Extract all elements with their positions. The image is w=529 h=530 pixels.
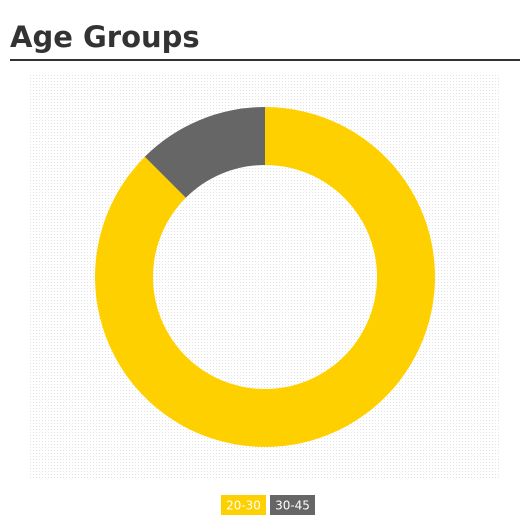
chart-title: Age Groups bbox=[10, 20, 200, 54]
legend-label: 30-45 bbox=[275, 499, 310, 513]
donut-slice bbox=[94, 107, 435, 447]
legend-swatch bbox=[221, 495, 266, 515]
donut-slice bbox=[144, 107, 265, 198]
legend-swatch bbox=[270, 495, 315, 515]
legend-label: 20-30 bbox=[226, 499, 261, 513]
